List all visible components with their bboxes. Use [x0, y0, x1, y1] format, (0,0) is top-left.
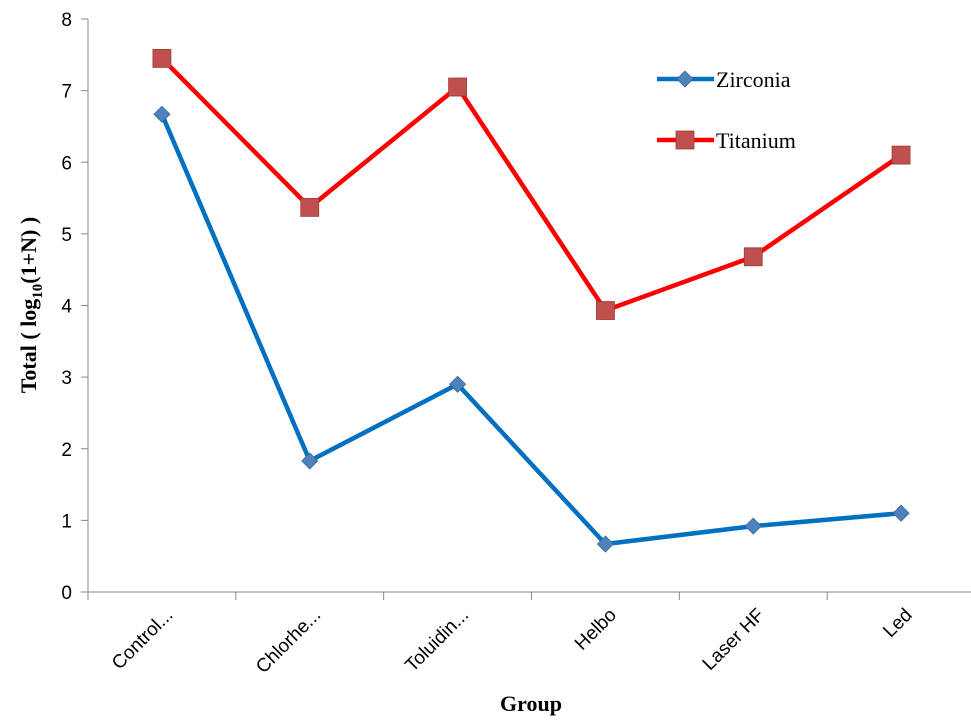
x-tick-label: Control... [108, 605, 177, 674]
y-axis-title: Total ( log10(1+N) ) [16, 217, 46, 393]
series-titanium [152, 48, 911, 320]
x-tick-label: Helbo [571, 605, 621, 655]
series-zirconia [153, 105, 910, 553]
y-axis-ticks: 0 1 2 3 4 5 6 7 8 [61, 10, 88, 604]
x-tick-label: Toluidin... [402, 605, 474, 677]
legend-marker [676, 70, 694, 88]
x-axis-title: Group [500, 691, 562, 716]
x-tick-label: Chlorhe... [252, 605, 325, 678]
series-line [160, 56, 903, 313]
legend-item-zirconia: Zirconia [657, 67, 791, 92]
x-tick-label: Led [879, 605, 916, 642]
data-point [300, 197, 320, 217]
data-point [743, 247, 763, 267]
y-tick-label: 1 [61, 511, 72, 532]
data-point [744, 517, 762, 535]
y-tick-label: 3 [61, 368, 72, 389]
data-point [448, 77, 467, 97]
data-point [152, 48, 172, 68]
y-axis-title-prefix: Total ( log [16, 299, 41, 394]
data-point [891, 145, 911, 165]
legend: Zirconia Titanium [657, 67, 796, 153]
x-tick-label: Laser HF [699, 605, 769, 675]
y-tick-label: 5 [61, 225, 72, 246]
legend-label: Zirconia [716, 67, 791, 92]
data-point [301, 452, 319, 470]
y-tick-label: 7 [61, 82, 72, 103]
data-point [153, 105, 171, 123]
plot-area [152, 48, 911, 553]
y-tick-label: 8 [61, 10, 72, 31]
x-axis-ticks: Control... Chlorhe... Toluidin... Helbo Lase… [87, 592, 917, 678]
data-point [596, 301, 615, 320]
series-line [159, 113, 902, 547]
legend-marker [675, 130, 695, 150]
data-point [892, 504, 910, 522]
data-point [596, 535, 614, 553]
y-tick-label: 2 [61, 440, 72, 461]
y-axis-title-suffix: (1+N) ) [16, 217, 41, 284]
y-tick-label: 4 [61, 297, 72, 318]
legend-item-titanium: Titanium [657, 128, 796, 153]
y-axis-title-subscript: 10 [30, 284, 46, 299]
legend-label: Titanium [716, 128, 796, 153]
y-tick-label: 6 [61, 153, 72, 174]
data-point [449, 375, 467, 393]
y-tick-label: 0 [61, 583, 72, 604]
